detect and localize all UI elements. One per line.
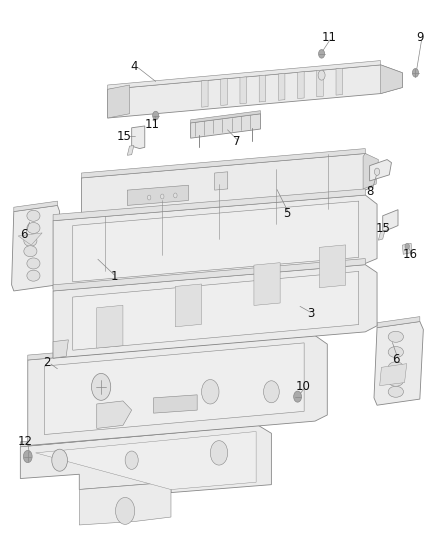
Ellipse shape — [388, 362, 403, 373]
Text: 5: 5 — [283, 207, 290, 220]
Text: 2: 2 — [43, 356, 50, 369]
Polygon shape — [97, 305, 123, 348]
Ellipse shape — [24, 236, 37, 246]
Circle shape — [160, 194, 164, 199]
Text: 12: 12 — [18, 435, 33, 448]
Polygon shape — [240, 77, 247, 104]
Polygon shape — [254, 263, 280, 305]
Polygon shape — [191, 111, 261, 123]
Polygon shape — [370, 159, 392, 181]
Text: 11: 11 — [145, 118, 160, 131]
Polygon shape — [81, 149, 365, 178]
Circle shape — [52, 449, 67, 471]
Polygon shape — [73, 271, 359, 350]
Polygon shape — [153, 395, 197, 413]
Polygon shape — [297, 72, 304, 99]
Circle shape — [210, 441, 228, 465]
Polygon shape — [79, 482, 171, 525]
Text: 9: 9 — [416, 31, 424, 44]
Circle shape — [125, 451, 138, 470]
Polygon shape — [127, 146, 134, 155]
Ellipse shape — [24, 246, 37, 257]
Polygon shape — [201, 80, 208, 107]
Polygon shape — [97, 401, 132, 429]
Ellipse shape — [388, 375, 403, 386]
Text: 3: 3 — [307, 307, 314, 320]
Text: 15: 15 — [117, 130, 132, 143]
Text: 11: 11 — [322, 31, 337, 44]
Text: 6: 6 — [392, 353, 400, 367]
Polygon shape — [259, 75, 266, 102]
Text: 7: 7 — [233, 135, 240, 148]
Polygon shape — [377, 317, 420, 328]
Polygon shape — [28, 336, 327, 446]
Text: 15: 15 — [376, 222, 391, 235]
Polygon shape — [374, 321, 424, 405]
Polygon shape — [53, 340, 68, 358]
Polygon shape — [380, 364, 407, 386]
Text: 10: 10 — [296, 381, 311, 393]
Polygon shape — [35, 432, 256, 489]
Polygon shape — [132, 126, 145, 149]
Polygon shape — [215, 172, 228, 190]
Polygon shape — [279, 74, 285, 100]
Polygon shape — [221, 78, 227, 106]
Polygon shape — [18, 233, 42, 245]
Circle shape — [116, 497, 135, 524]
Polygon shape — [403, 243, 412, 254]
Circle shape — [152, 111, 159, 120]
Polygon shape — [383, 209, 398, 232]
Polygon shape — [73, 201, 359, 282]
Polygon shape — [319, 245, 346, 288]
Polygon shape — [53, 189, 365, 221]
Polygon shape — [53, 259, 365, 291]
Polygon shape — [53, 265, 377, 358]
Polygon shape — [378, 230, 385, 240]
Polygon shape — [191, 114, 261, 138]
Circle shape — [293, 391, 301, 402]
Text: 6: 6 — [20, 228, 27, 240]
Ellipse shape — [388, 332, 403, 342]
Ellipse shape — [27, 222, 40, 233]
Circle shape — [201, 379, 219, 404]
Text: 8: 8 — [366, 185, 373, 198]
Polygon shape — [28, 330, 315, 360]
Circle shape — [264, 381, 279, 403]
Circle shape — [92, 374, 111, 400]
Polygon shape — [127, 185, 188, 205]
Polygon shape — [317, 70, 323, 97]
Circle shape — [413, 69, 419, 77]
Polygon shape — [336, 68, 343, 95]
Polygon shape — [44, 343, 304, 434]
Polygon shape — [108, 85, 130, 118]
Polygon shape — [20, 421, 258, 447]
Ellipse shape — [27, 258, 40, 269]
Polygon shape — [14, 201, 57, 212]
Polygon shape — [108, 61, 381, 90]
Circle shape — [148, 195, 151, 200]
Circle shape — [23, 450, 32, 463]
Polygon shape — [12, 205, 60, 291]
Polygon shape — [108, 65, 403, 118]
Text: 1: 1 — [110, 270, 118, 284]
Circle shape — [173, 193, 177, 198]
Circle shape — [318, 50, 325, 58]
Polygon shape — [175, 284, 201, 327]
Polygon shape — [20, 425, 272, 492]
Polygon shape — [53, 195, 377, 289]
Circle shape — [374, 168, 380, 175]
Ellipse shape — [388, 346, 403, 358]
Polygon shape — [81, 154, 372, 215]
Polygon shape — [363, 154, 378, 189]
Text: 4: 4 — [130, 60, 138, 72]
Polygon shape — [381, 65, 403, 94]
Ellipse shape — [27, 270, 40, 281]
Text: 16: 16 — [402, 248, 417, 261]
Circle shape — [318, 70, 325, 80]
Ellipse shape — [388, 386, 403, 397]
Ellipse shape — [27, 211, 40, 221]
Circle shape — [405, 243, 410, 249]
